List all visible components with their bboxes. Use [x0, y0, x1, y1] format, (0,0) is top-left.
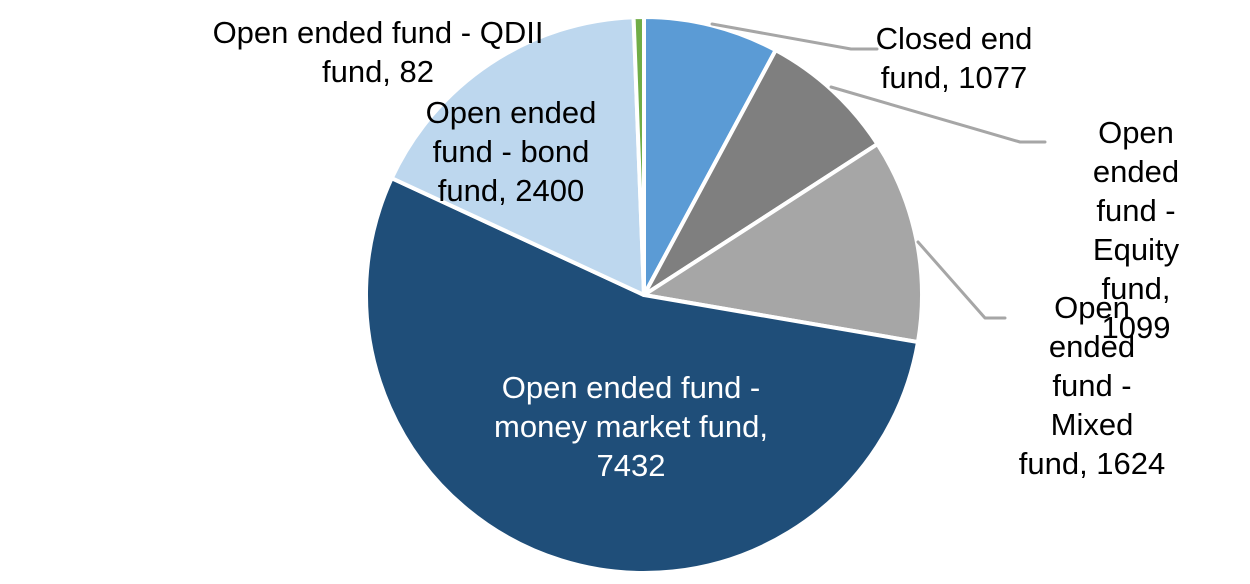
callout-qdii-fund: Open ended fund - QDII fund, 82	[212, 15, 544, 89]
pie-slice-equity-fund	[642, 48, 880, 297]
pie-slice-money-market-fund	[364, 176, 920, 575]
callout-closed-end-fund: Closed end fund, 1077	[875, 21, 1033, 95]
callout-mixed-fund: Open ended fund - Mixed fund, 1624	[1018, 290, 1166, 481]
leader-line-closed-end-fund	[710, 22, 879, 51]
leader-line-equity-fund	[829, 85, 1047, 144]
pie-slice-bond-fund	[389, 15, 646, 297]
callout-money-market-fund: Open ended fund - money market fund, 743…	[494, 370, 768, 483]
callout-bond-fund: Open ended fund - bond fund, 2400	[425, 95, 597, 208]
pie-slice-mixed-fund	[642, 142, 924, 345]
pie-slice-qdii-fund	[631, 15, 646, 297]
callout-equity-fund: Open ended fund - Equity fund, 1099	[1092, 115, 1180, 345]
leader-line-mixed-fund	[916, 240, 1007, 320]
